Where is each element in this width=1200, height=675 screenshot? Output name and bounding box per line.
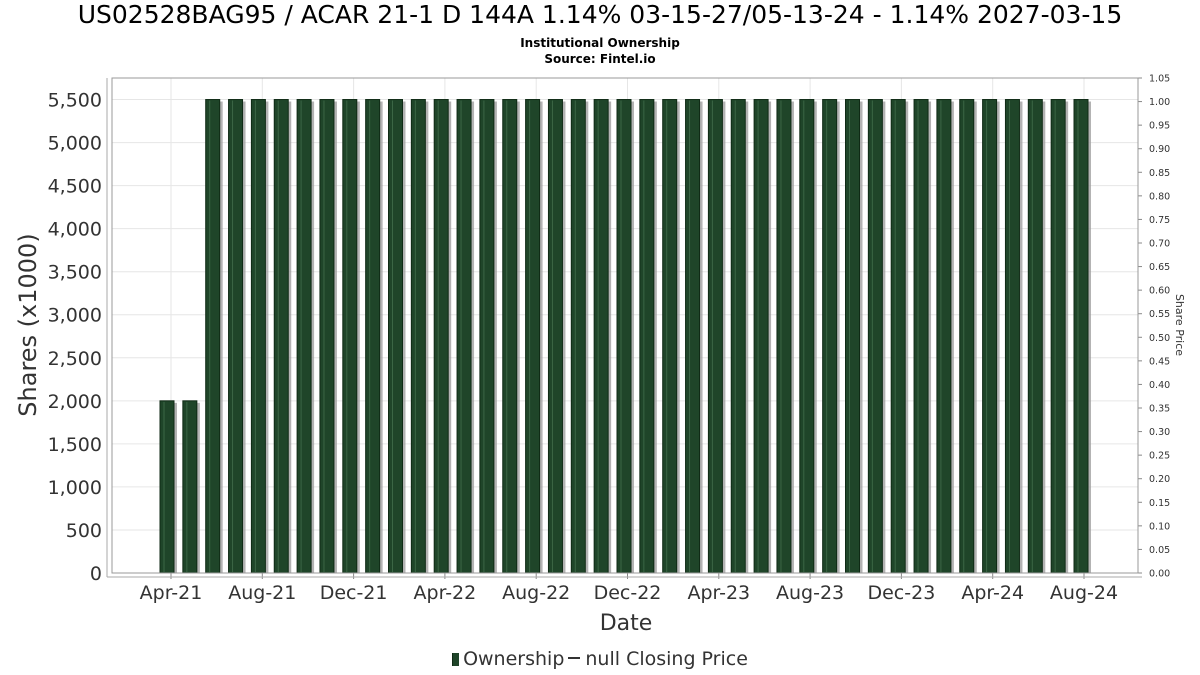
y2-tick-label: 0.10 [1149, 521, 1170, 532]
ownership-bar [342, 99, 358, 574]
price-legend-line [568, 657, 581, 659]
y2-tick-label: 0.75 [1149, 215, 1170, 226]
ownership-bar [525, 99, 541, 574]
x-tick-label: Apr-21 [140, 582, 203, 604]
y2-tick-label: 0.15 [1149, 498, 1170, 509]
x-tick-label: Aug-22 [502, 582, 570, 604]
ownership-bar [1027, 99, 1043, 574]
ownership-bar [502, 99, 518, 574]
y2-tick-label: 0.90 [1149, 144, 1170, 155]
x-tick-label: Aug-24 [1050, 582, 1118, 604]
ownership-bar [1073, 99, 1089, 574]
y2-tick-label: 0.45 [1149, 356, 1170, 367]
y-tick-label: 2,000 [48, 391, 102, 413]
y-tick-label: 2,500 [48, 348, 102, 370]
ownership-bar [319, 99, 335, 574]
x-tick-label: Apr-22 [414, 582, 477, 604]
y2-tick-label: 0.40 [1149, 380, 1170, 391]
y2-tick-label: 0.65 [1149, 262, 1170, 273]
y-tick-label: 3,000 [48, 305, 102, 327]
chart-subtitle: Institutional Ownership [520, 36, 680, 50]
ownership-bar [982, 99, 998, 574]
y2-tick-label: 0.00 [1149, 569, 1170, 580]
y-tick-label: 1,000 [48, 477, 102, 499]
ownership-bar [570, 99, 586, 574]
ownership-bar [799, 99, 815, 574]
ownership-bar [182, 400, 198, 574]
y-tick-label: 1,500 [48, 434, 102, 456]
ownership-bar [159, 400, 175, 574]
y-tick-label: 4,500 [48, 176, 102, 198]
ownership-bar [616, 99, 632, 574]
y2-tick-label: 0.05 [1149, 545, 1170, 556]
ownership-bar [205, 99, 221, 574]
y2-tick-label: 0.60 [1149, 286, 1170, 297]
plot-frame [111, 77, 1139, 574]
ownership-bar [410, 99, 426, 574]
ownership-bar [547, 99, 563, 574]
ownership-legend-swatch [452, 653, 460, 666]
ownership-bar [685, 99, 701, 574]
ownership-bar [845, 99, 860, 574]
ownership-legend-label: Ownership [463, 648, 565, 670]
x-tick-label: Aug-21 [228, 582, 296, 604]
y2-tick-label: 0.50 [1149, 333, 1170, 344]
y2-tick-label: 0.55 [1149, 309, 1170, 320]
ownership-bar [936, 99, 952, 574]
y-tick-label: 500 [66, 520, 102, 542]
ownership-bar [890, 99, 906, 574]
y2-tick-label: 1.05 [1149, 74, 1170, 85]
ownership-bar [388, 99, 403, 574]
x-tick-label: Dec-22 [594, 582, 662, 604]
ownership-bar [1004, 99, 1020, 574]
price-legend-label: null Closing Price [585, 648, 748, 670]
y2-tick-label: 0.80 [1149, 191, 1170, 202]
y-tick-label: 5,500 [48, 90, 102, 112]
ownership-bar [365, 99, 381, 574]
ownership-bar [867, 99, 883, 574]
y2-tick-label: 0.25 [1149, 451, 1170, 462]
ownership-bar [730, 99, 746, 574]
y2-tick-label: 0.20 [1149, 474, 1170, 485]
ownership-bar [456, 99, 472, 574]
ownership-bar [1050, 99, 1066, 574]
x-tick-label: Dec-21 [320, 582, 388, 604]
ownership-bar [913, 99, 929, 574]
ownership-bar [273, 99, 289, 574]
chart-legend: Ownership null Closing Price [0, 648, 1200, 670]
ownership-bar [296, 99, 312, 574]
ownership-bar [753, 99, 769, 574]
x-axis-label: Date [600, 611, 653, 636]
ownership-bar [776, 99, 792, 574]
y-tick-label: 5,000 [48, 133, 102, 155]
y2-tick-label: 0.35 [1149, 404, 1170, 415]
y2-tick-label: 0.85 [1149, 168, 1170, 179]
y2-tick-label: 0.70 [1149, 239, 1170, 250]
y2-tick-label: 1.00 [1149, 97, 1170, 108]
ownership-bar [822, 99, 838, 574]
ownership-bar [250, 99, 266, 574]
ownership-bar [228, 99, 244, 574]
ownership-bar [593, 99, 609, 574]
y-axis-label: Shares (x1000) [14, 233, 42, 416]
x-tick-label: Dec-23 [867, 582, 935, 604]
y-tick-label: 4,000 [48, 219, 102, 241]
y-tick-label: 0 [90, 563, 102, 585]
ownership-bar [959, 99, 975, 574]
chart-source: Source: Fintel.io [544, 52, 656, 66]
chart-title: US02528BAG95 / ACAR 21-1 D 144A 1.14% 03… [77, 0, 1123, 29]
y2-tick-label: 0.30 [1149, 427, 1170, 438]
ownership-bar [662, 99, 678, 574]
ownership-bar [639, 99, 655, 574]
y2-tick-label: 0.95 [1149, 121, 1170, 132]
ownership-bar [433, 99, 449, 574]
ownership-bar [707, 99, 723, 574]
x-tick-label: Apr-23 [687, 582, 750, 604]
x-tick-label: Aug-23 [776, 582, 844, 604]
y2-axis-label: Share Price [1173, 294, 1186, 356]
y-tick-label: 3,500 [48, 262, 102, 284]
ownership-bar [479, 99, 495, 574]
x-tick-label: Apr-24 [961, 582, 1024, 604]
